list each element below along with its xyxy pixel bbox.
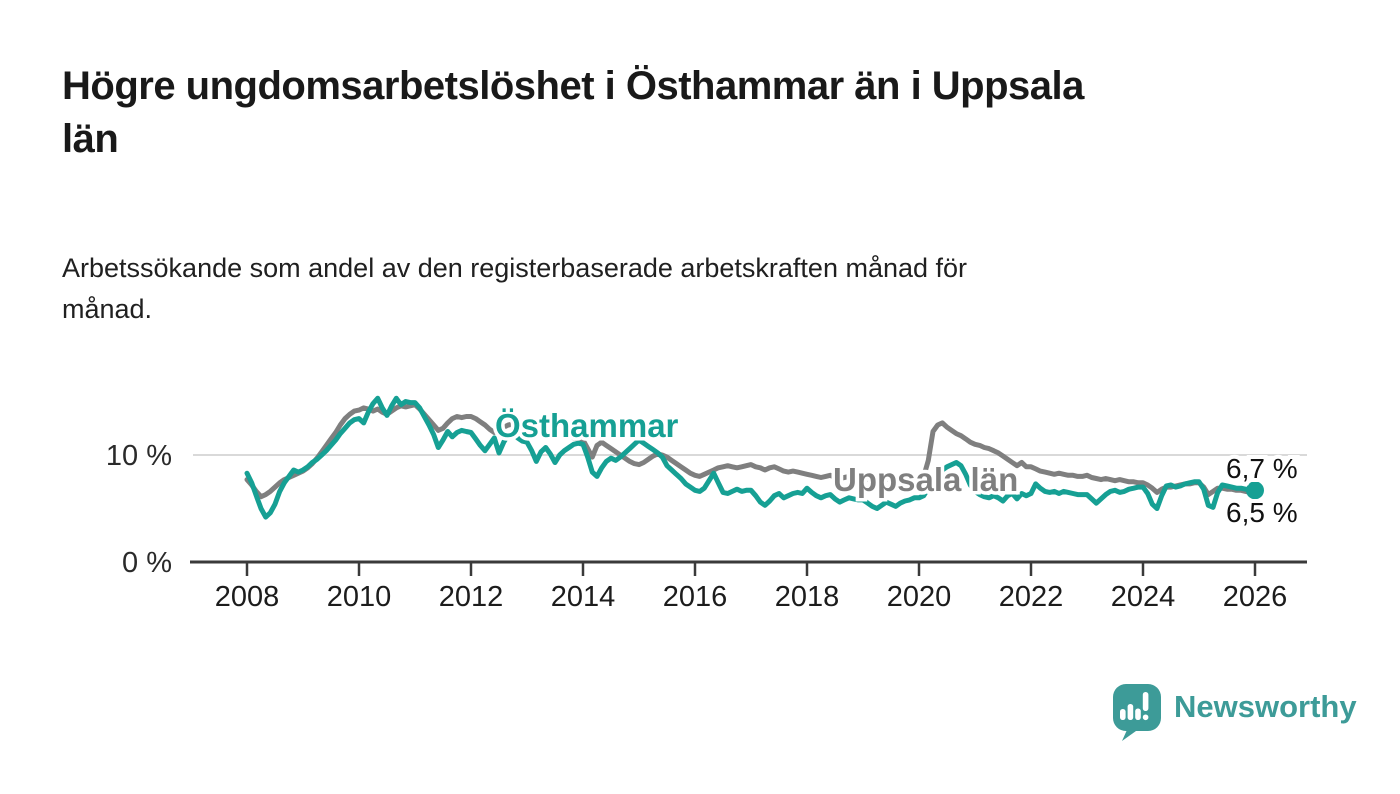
x-tick-label-2020: 2020	[887, 581, 952, 613]
series-line--sthammar	[244, 395, 1258, 520]
series-line-uppsala-l-n	[244, 402, 1258, 500]
series-label--sthammar: Östhammar	[495, 407, 679, 444]
end-value-label--sthammar: 6,7 %	[1226, 453, 1298, 484]
x-tick-label-2026: 2026	[1223, 581, 1288, 613]
x-tick-label-2018: 2018	[775, 581, 840, 613]
end-value-label-uppsala-l-n: 6,5 %	[1226, 497, 1298, 528]
x-tick-label-2012: 2012	[439, 581, 504, 613]
series-label-uppsala-l-n: Uppsala län	[833, 461, 1018, 498]
newsworthy-logo: Newsworthy	[1113, 684, 1357, 742]
page-title: Högre ungdomsarbetslöshet i Östhammar än…	[62, 64, 1084, 161]
x-tick-label-2014: 2014	[551, 581, 616, 613]
x-tick-label-2010: 2010	[327, 581, 392, 613]
x-tick-label-2016: 2016	[663, 581, 728, 613]
end-point-marker	[1246, 481, 1264, 500]
x-tick-label-2008: 2008	[215, 581, 280, 613]
line-chart: 0 % 10 % Uppsala län Östhammar 6,5 % 6,7 % 200…	[106, 395, 1307, 613]
chart-subtitle: Arbetssökande som andel av den registerb…	[62, 253, 968, 324]
x-tick-label-2022: 2022	[999, 581, 1064, 613]
newsworthy-icon	[1113, 684, 1161, 741]
newsworthy-wordmark: Newsworthy	[1174, 688, 1357, 724]
y-axis-label-10: 10 %	[106, 440, 172, 472]
y-axis-label-0: 0 %	[122, 547, 172, 579]
x-tick-label-2024: 2024	[1111, 581, 1176, 613]
